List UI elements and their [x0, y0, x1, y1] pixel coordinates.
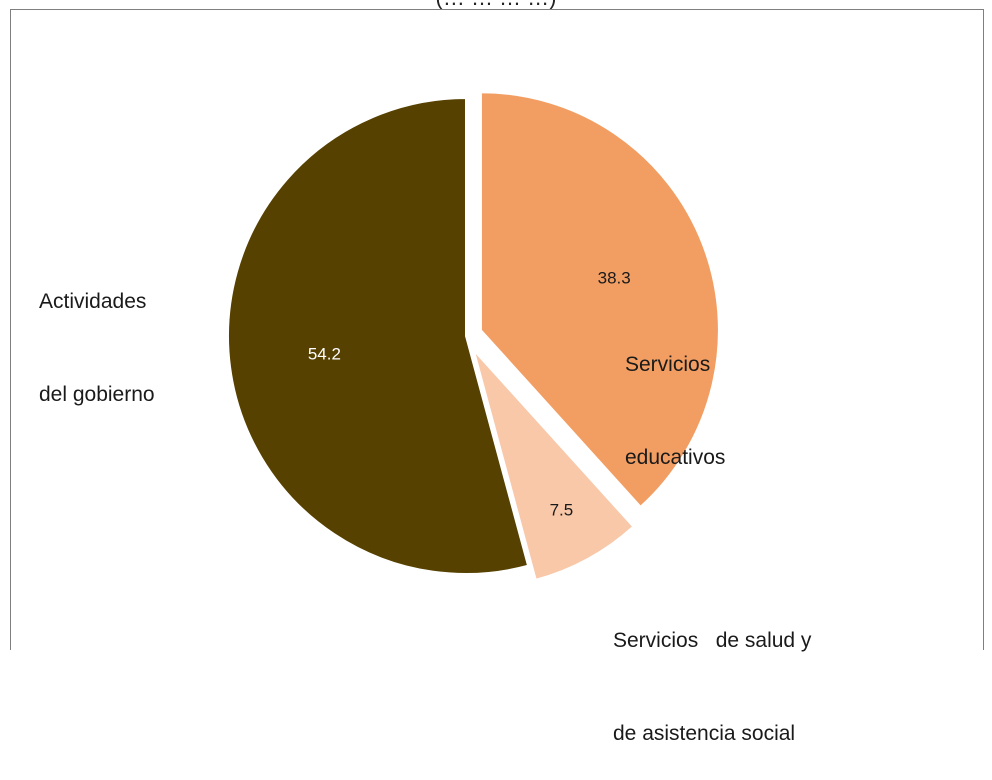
slice-category-label-line: Servicios	[625, 353, 711, 376]
chart-title: (… … … …)	[0, 0, 992, 10]
chart-title-strip: (… … … …)	[0, 0, 992, 14]
pie-value-label-1: 7.5	[550, 500, 574, 519]
pie-slice-1	[472, 349, 635, 582]
pie-value-labels: 38.3 7.5 54.2	[308, 268, 631, 519]
slice-category-label-servicios-salud: Servicios de salud y de asistencia socia…	[613, 563, 811, 780]
pie-value-label-0: 38.3	[598, 268, 631, 287]
slice-category-label-line: del gobierno	[39, 383, 155, 406]
pie-value-label-2: 54.2	[308, 344, 341, 363]
chart-frame	[10, 9, 984, 650]
slice-category-label-line: Servicios de salud y	[613, 629, 812, 652]
pie-slices	[227, 91, 720, 582]
pie-slice-2	[227, 96, 530, 575]
slice-category-label-line: de asistencia social	[613, 722, 796, 745]
pie-chart: 38.3 7.5 54.2	[227, 91, 720, 582]
slice-category-label-servicios-educativos: Servicios educativos	[625, 287, 725, 504]
slice-category-label-line: educativos	[625, 446, 726, 469]
slice-category-label-actividades-gobierno: Actividades del gobierno	[39, 224, 155, 441]
pie-slice-0	[479, 91, 720, 509]
slice-category-label-line: Actividades	[39, 290, 147, 313]
